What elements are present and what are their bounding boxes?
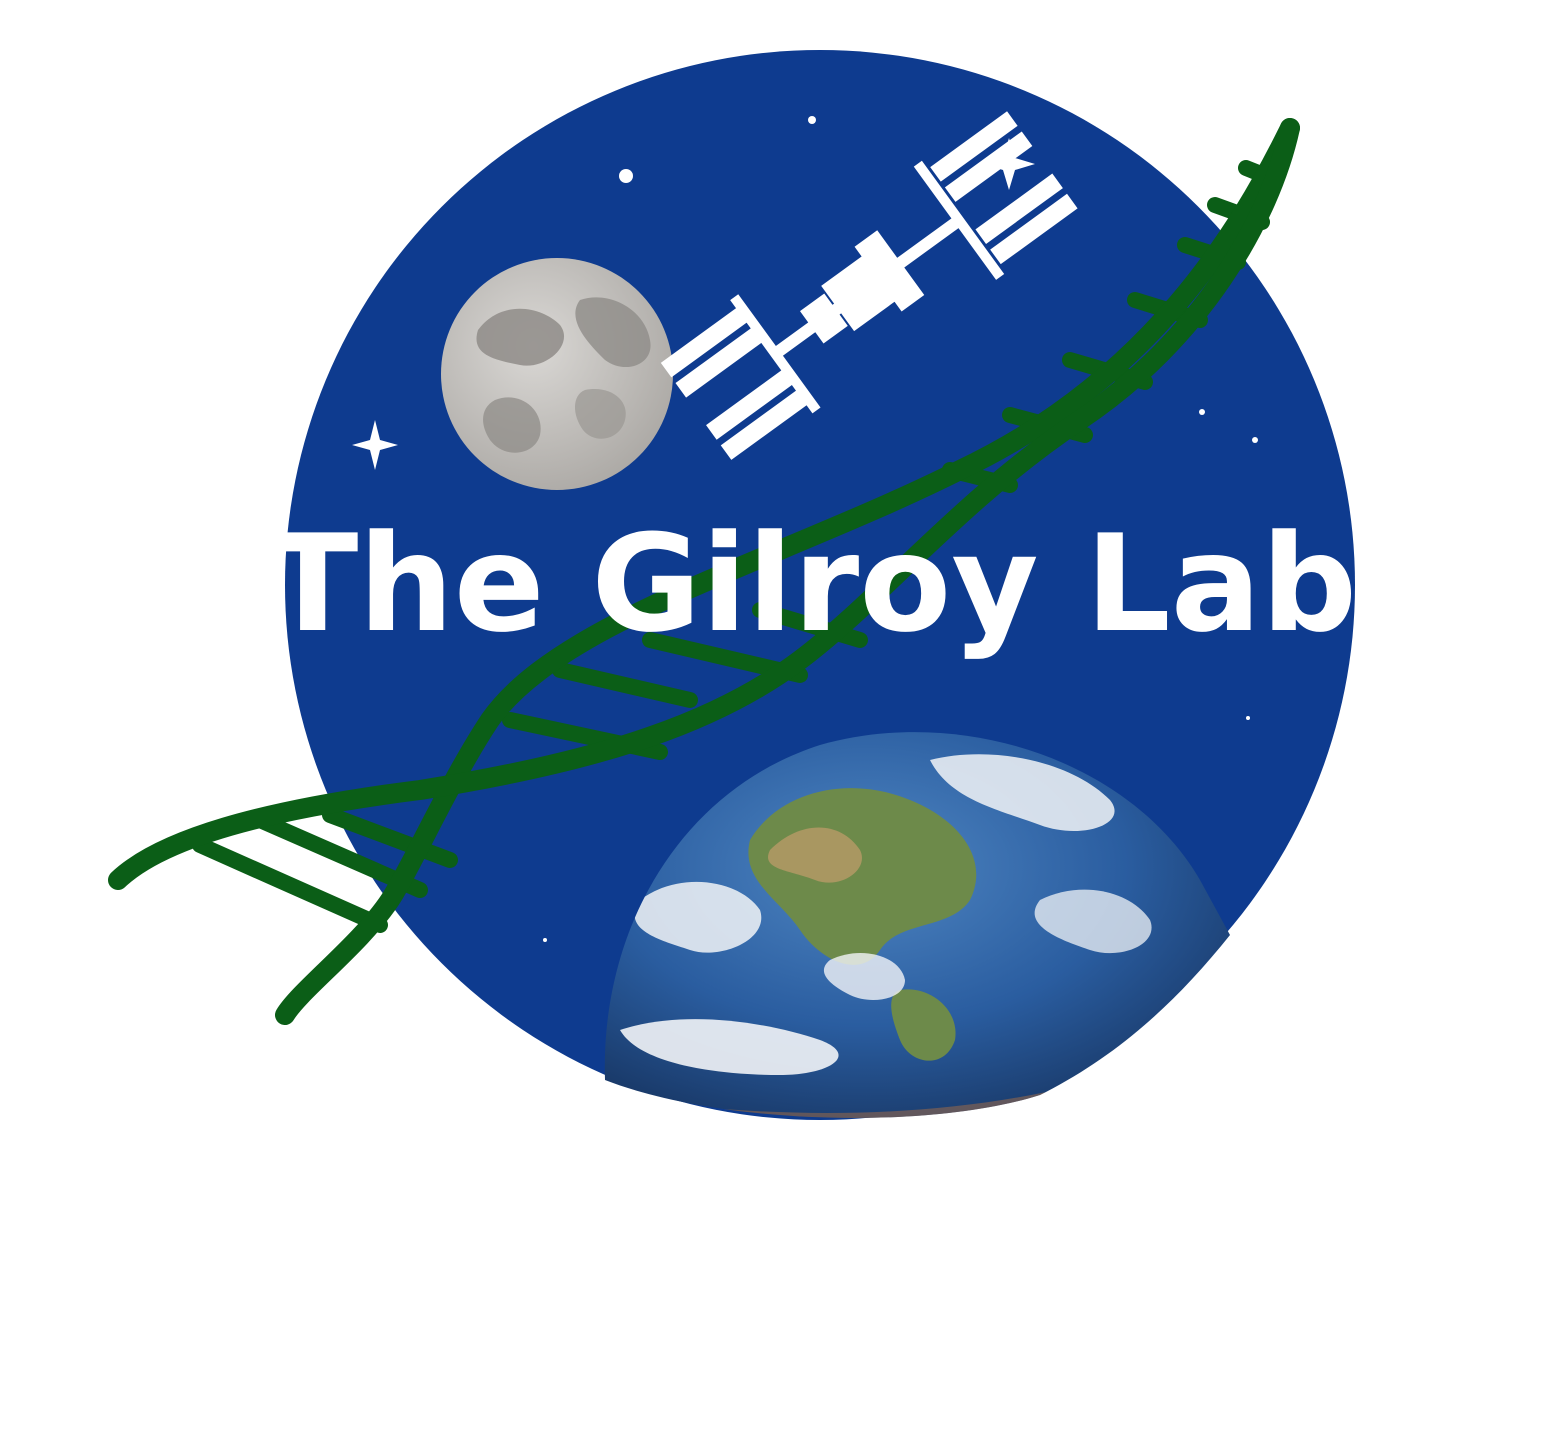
logo-title: The Gilroy Lab [267,506,1357,662]
space-station-icon [660,111,1078,460]
star-icon [352,116,1258,942]
moon-icon [441,258,673,490]
dna-helix-icon [108,118,1300,1025]
